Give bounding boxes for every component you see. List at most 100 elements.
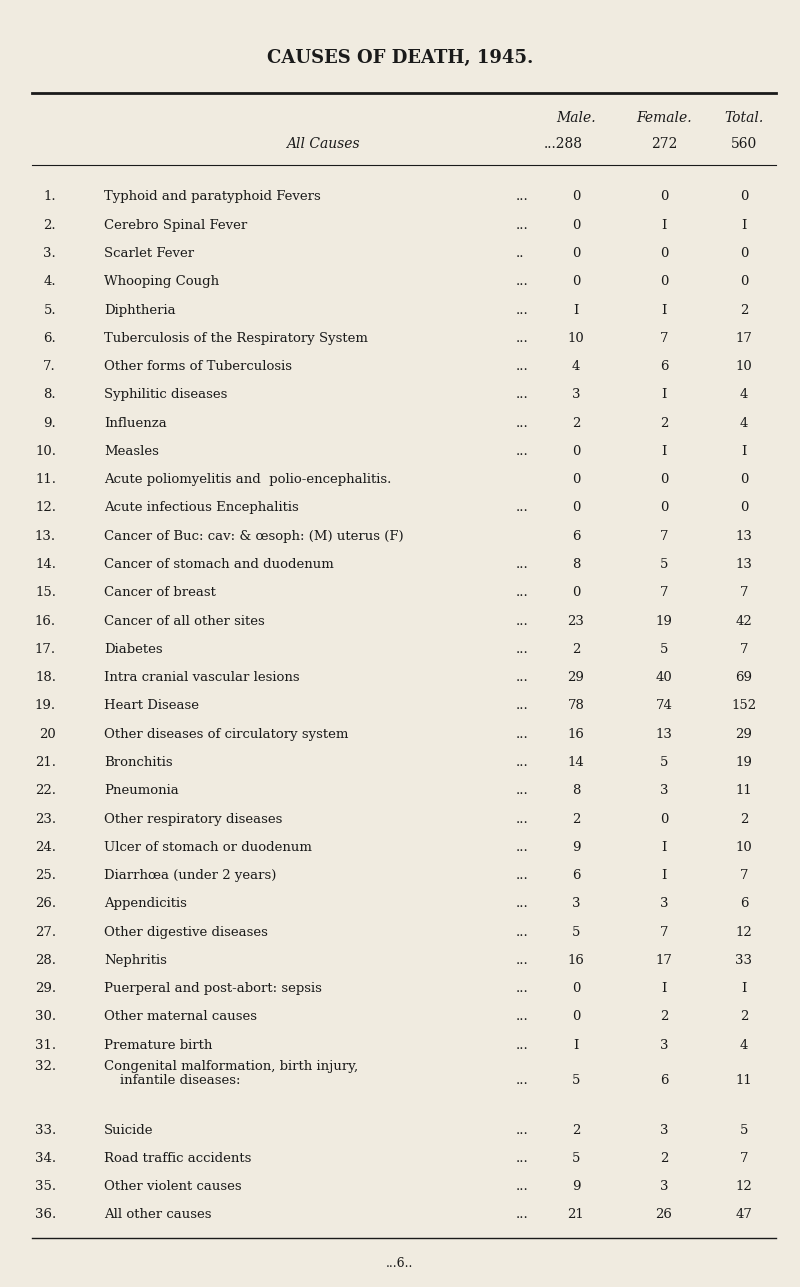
Text: 19: 19 — [735, 755, 753, 768]
Text: 2: 2 — [572, 417, 580, 430]
Text: 3: 3 — [660, 1124, 668, 1136]
Text: 7: 7 — [740, 1152, 748, 1165]
Text: 0: 0 — [572, 219, 580, 232]
Text: 42: 42 — [736, 615, 752, 628]
Text: I: I — [574, 304, 578, 317]
Text: 272: 272 — [651, 138, 677, 151]
Text: 16: 16 — [567, 727, 585, 741]
Text: 21.: 21. — [35, 755, 56, 768]
Text: I: I — [662, 445, 666, 458]
Text: 5: 5 — [660, 755, 668, 768]
Text: 3: 3 — [660, 784, 668, 797]
Text: ...: ... — [516, 615, 529, 628]
Text: ...: ... — [516, 587, 529, 600]
Text: 2: 2 — [572, 812, 580, 825]
Text: 2: 2 — [740, 1010, 748, 1023]
Text: ...: ... — [516, 727, 529, 741]
Text: Syphilitic diseases: Syphilitic diseases — [104, 389, 227, 402]
Text: Congenital malformation, birth injury,: Congenital malformation, birth injury, — [104, 1060, 358, 1073]
Text: I: I — [662, 219, 666, 232]
Text: 0: 0 — [572, 982, 580, 995]
Text: I: I — [742, 219, 746, 232]
Text: 7: 7 — [660, 587, 668, 600]
Text: Other violent causes: Other violent causes — [104, 1180, 242, 1193]
Text: 3: 3 — [660, 1180, 668, 1193]
Text: 2: 2 — [740, 304, 748, 317]
Text: 29: 29 — [735, 727, 753, 741]
Text: Premature birth: Premature birth — [104, 1039, 212, 1051]
Text: 0: 0 — [572, 275, 580, 288]
Text: 10: 10 — [736, 360, 752, 373]
Text: 9: 9 — [572, 840, 580, 853]
Text: 16.: 16. — [35, 615, 56, 628]
Text: 11: 11 — [736, 784, 752, 797]
Text: ...6..: ...6.. — [386, 1257, 414, 1270]
Text: Tuberculosis of the Respiratory System: Tuberculosis of the Respiratory System — [104, 332, 368, 345]
Text: 18.: 18. — [35, 671, 56, 685]
Text: 31.: 31. — [35, 1039, 56, 1051]
Text: 5: 5 — [572, 925, 580, 938]
Text: 40: 40 — [656, 671, 672, 685]
Text: Other digestive diseases: Other digestive diseases — [104, 925, 268, 938]
Text: ...: ... — [516, 445, 529, 458]
Text: 2: 2 — [572, 644, 580, 656]
Text: 4: 4 — [572, 360, 580, 373]
Text: 0: 0 — [740, 474, 748, 486]
Text: 27.: 27. — [35, 925, 56, 938]
Text: 2: 2 — [572, 1124, 580, 1136]
Text: 23.: 23. — [35, 812, 56, 825]
Text: Bronchitis: Bronchitis — [104, 755, 173, 768]
Text: 20: 20 — [39, 727, 56, 741]
Text: ...288: ...288 — [544, 138, 583, 151]
Text: ...: ... — [516, 840, 529, 853]
Text: 34.: 34. — [35, 1152, 56, 1165]
Text: 3: 3 — [572, 389, 580, 402]
Text: 47: 47 — [735, 1208, 753, 1221]
Text: 19: 19 — [655, 615, 673, 628]
Text: 0: 0 — [740, 275, 748, 288]
Text: 5: 5 — [740, 1124, 748, 1136]
Text: ...: ... — [516, 925, 529, 938]
Text: ...: ... — [516, 671, 529, 685]
Text: 4: 4 — [740, 417, 748, 430]
Text: ...: ... — [516, 1180, 529, 1193]
Text: 28.: 28. — [35, 954, 56, 967]
Text: 7: 7 — [740, 869, 748, 882]
Text: ...: ... — [516, 1124, 529, 1136]
Text: 26.: 26. — [35, 897, 56, 910]
Text: 0: 0 — [572, 474, 580, 486]
Text: 10: 10 — [736, 840, 752, 853]
Text: 8.: 8. — [43, 389, 56, 402]
Text: 7: 7 — [660, 530, 668, 543]
Text: 12: 12 — [736, 1180, 752, 1193]
Text: 560: 560 — [731, 138, 757, 151]
Text: 0: 0 — [660, 190, 668, 203]
Text: 6: 6 — [572, 530, 580, 543]
Text: Acute poliomyelitis and  polio-encephalitis.: Acute poliomyelitis and polio-encephalit… — [104, 474, 391, 486]
Text: Diphtheria: Diphtheria — [104, 304, 176, 317]
Text: 0: 0 — [660, 247, 668, 260]
Text: I: I — [662, 869, 666, 882]
Text: 11.: 11. — [35, 474, 56, 486]
Text: 25.: 25. — [35, 869, 56, 882]
Text: Cancer of breast: Cancer of breast — [104, 587, 216, 600]
Text: 74: 74 — [655, 699, 673, 713]
Text: 12: 12 — [736, 925, 752, 938]
Text: ...: ... — [516, 389, 529, 402]
Text: 0: 0 — [572, 190, 580, 203]
Text: 29.: 29. — [35, 982, 56, 995]
Text: infantile diseases:: infantile diseases: — [120, 1075, 241, 1088]
Text: 26: 26 — [655, 1208, 673, 1221]
Text: ...: ... — [516, 1010, 529, 1023]
Text: 6: 6 — [660, 360, 668, 373]
Text: 5.: 5. — [43, 304, 56, 317]
Text: 14: 14 — [568, 755, 584, 768]
Text: 22.: 22. — [35, 784, 56, 797]
Text: 0: 0 — [572, 445, 580, 458]
Text: Cerebro Spinal Fever: Cerebro Spinal Fever — [104, 219, 247, 232]
Text: ...: ... — [516, 869, 529, 882]
Text: 3.: 3. — [43, 247, 56, 260]
Text: 0: 0 — [660, 275, 668, 288]
Text: 2: 2 — [740, 812, 748, 825]
Text: Diabetes: Diabetes — [104, 644, 162, 656]
